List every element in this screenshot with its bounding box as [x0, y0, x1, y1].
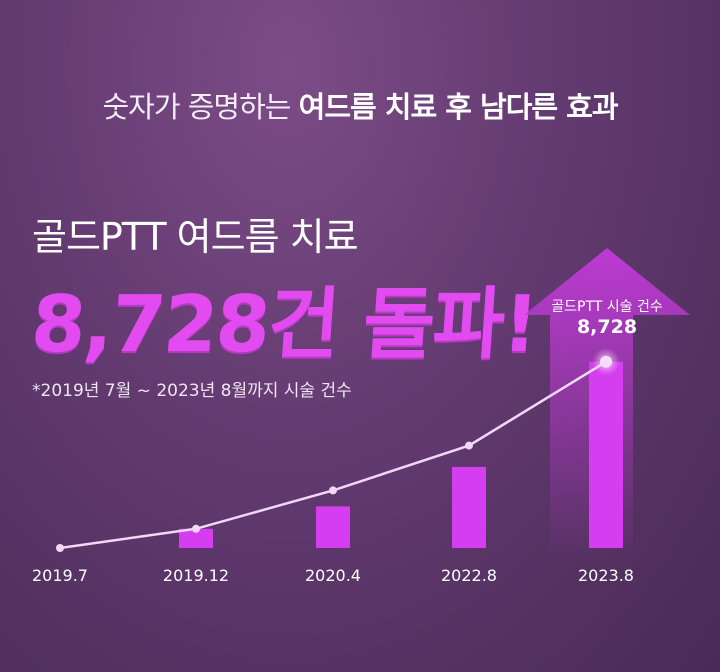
x-tick-label: 2023.8: [578, 566, 634, 585]
x-tick-label: 2019.7: [32, 566, 88, 585]
callout-value: 8,728: [576, 316, 638, 338]
subtitle: 골드PTT 여드름 치료: [32, 215, 359, 259]
footnote: *2019년 7월 ~ 2023년 8월까지 시술 건수: [32, 381, 352, 401]
callout-label: 골드PTT 시술 건수: [551, 299, 663, 315]
x-tick-label: 2020.4: [305, 566, 361, 585]
bar-2020.4: [316, 506, 350, 548]
x-tick-label: 2019.12: [162, 566, 230, 585]
line-point-2019.12: [192, 524, 200, 533]
bar-2023.8: [589, 361, 623, 548]
bar-2019.12: [179, 528, 213, 548]
line-point-2019.7: [56, 544, 64, 552]
line-point-2020.4: [329, 486, 337, 495]
headline: 숫자가 증명하는 여드름 치료 후 남다른 효과: [0, 84, 720, 126]
line-point-2022.8: [465, 441, 473, 450]
headline-bold: 여드름 치료 후 남다른 효과: [298, 90, 619, 124]
x-tick-label: 2022.8: [441, 566, 497, 585]
line-point-2023.8: [600, 355, 612, 368]
bar-2022.8: [452, 466, 486, 548]
headline-light: 숫자가 증명하는: [102, 90, 291, 124]
